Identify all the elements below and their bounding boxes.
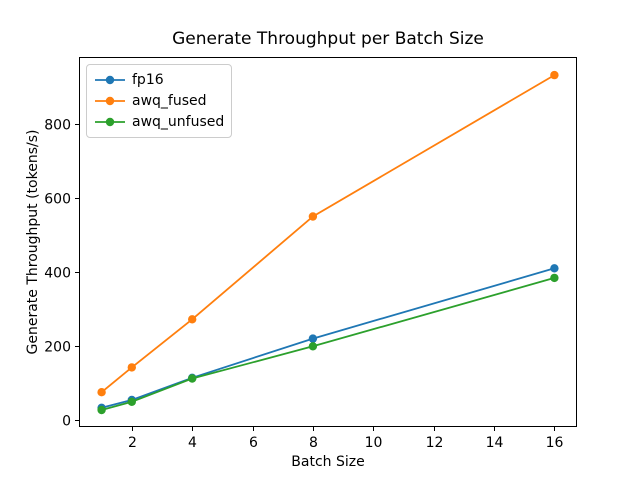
- x-tick-label: 10: [365, 435, 383, 451]
- legend-label: awq_fused: [132, 92, 207, 109]
- series-awq_unfused: [97, 273, 559, 415]
- legend-line-sample-awq_fused: [95, 96, 125, 105]
- marker-awq_unfused: [188, 374, 197, 383]
- series-awq_fused: [97, 70, 559, 397]
- x-tick-label: 8: [309, 435, 318, 451]
- marker-awq_fused: [188, 315, 197, 324]
- plot-border: [79, 57, 577, 427]
- marker-awq_unfused: [308, 342, 318, 351]
- marker-fp16: [550, 264, 559, 273]
- marker-fp16: [308, 334, 318, 343]
- legend-sample-marker: [105, 96, 115, 105]
- y-tick-label: 600: [44, 192, 71, 208]
- y-tick-label: 400: [44, 266, 71, 282]
- marker-awq_unfused: [97, 405, 106, 415]
- y-tick-label: 200: [44, 340, 71, 356]
- legend-label: fp16: [132, 71, 164, 88]
- y-axis: 0 200 400 600 800: [44, 118, 79, 430]
- x-tick-label: 4: [188, 435, 197, 451]
- legend-sample-marker: [105, 117, 115, 126]
- marker-awq_fused: [97, 388, 106, 397]
- legend: fp16 awq_fused awq_unfused: [86, 64, 233, 138]
- legend-line-sample-awq_unfused: [95, 117, 125, 126]
- x-axis: 2 4 6 8 10 12 14 16: [128, 427, 563, 451]
- marker-awq_fused: [308, 212, 318, 221]
- y-axis-label: Generate Throughput (tokens/s): [25, 129, 41, 355]
- legend-label: awq_unfused: [132, 113, 225, 130]
- x-tick-label: 2: [128, 435, 137, 451]
- x-axis-label: Batch Size: [291, 454, 365, 470]
- x-tick-label: 6: [249, 435, 258, 451]
- x-tick-label: 14: [486, 435, 504, 451]
- legend-item-awq_unfused: awq_unfused: [94, 111, 224, 132]
- marker-awq_unfused: [550, 273, 559, 283]
- marker-awq_unfused: [127, 397, 136, 406]
- legend-item-awq_fused: awq_fused: [94, 90, 224, 111]
- marker-awq_fused: [127, 363, 136, 372]
- legend-line-sample-fp16: [95, 75, 125, 84]
- y-tick-label: 0: [62, 414, 71, 430]
- legend-sample-marker: [105, 75, 115, 84]
- marker-awq_fused: [550, 70, 559, 80]
- series-fp16: [97, 264, 559, 412]
- series-line-awq_unfused: [101, 277, 555, 411]
- x-tick-label: 12: [426, 435, 444, 451]
- y-tick-label: 800: [44, 118, 71, 134]
- x-tick-label: 16: [546, 435, 564, 451]
- chart-title: Generate Throughput per Batch Size: [172, 29, 484, 49]
- legend-item-fp16: fp16: [94, 69, 224, 90]
